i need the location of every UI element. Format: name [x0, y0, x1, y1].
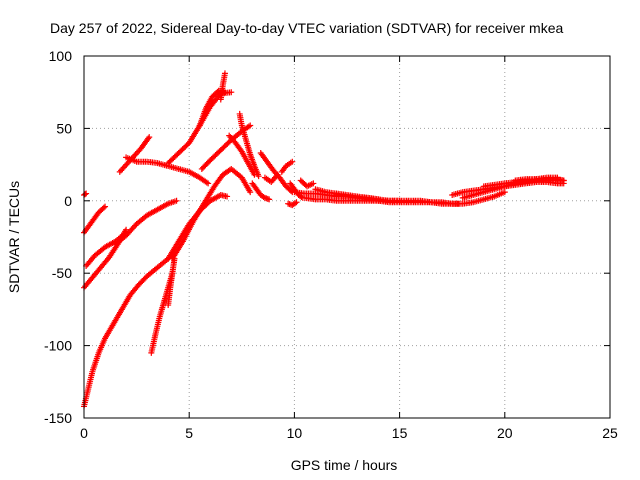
x-tick-label: 15: [392, 425, 408, 441]
series-arc-20: [261, 171, 281, 185]
data-point: [221, 70, 228, 77]
axis-ticks: 0 5 10 15 20 25 -150 -100 -50 0 50 100: [44, 48, 618, 441]
plot-frame: [83, 55, 611, 419]
series-arc-33: [297, 177, 317, 190]
data-point: [266, 196, 273, 203]
y-tick-label: 50: [56, 120, 72, 136]
series-arc-14: [165, 192, 231, 262]
data-point: [146, 134, 153, 141]
data-point: [205, 180, 212, 187]
series-arc-18: [257, 150, 296, 196]
data-point: [82, 191, 89, 198]
y-axis-title: SDTVAR / TECUs: [6, 181, 22, 293]
data-point: [247, 122, 254, 129]
data-point: [255, 173, 262, 180]
data-point: [100, 204, 107, 211]
data-point: [310, 180, 317, 187]
data-points: [81, 70, 567, 410]
x-tick-label: 0: [80, 425, 88, 441]
x-tick-label: 10: [287, 425, 303, 441]
y-tick-label: -50: [52, 265, 72, 281]
series-arc-13: [169, 165, 254, 262]
x-tick-label: 20: [497, 425, 513, 441]
series-arc-9: [123, 154, 212, 187]
data-point: [560, 177, 567, 184]
data-point: [102, 203, 109, 210]
data-point: [554, 174, 561, 181]
chart-title: Day 257 of 2022, Sidereal Day-to-day VTE…: [50, 20, 563, 36]
data-point: [123, 226, 130, 233]
series-arc-17: [226, 132, 258, 178]
series-arc-32: [285, 199, 300, 209]
data-point: [247, 189, 254, 196]
data-point: [289, 158, 296, 165]
data-point: [251, 171, 258, 178]
series-arc-1: [81, 203, 109, 236]
x-tick-label: 25: [602, 425, 618, 441]
data-point: [274, 171, 281, 178]
series-arc-16: [236, 110, 262, 180]
data-point: [228, 89, 235, 96]
series-arc-5: [112, 197, 180, 248]
series-arc-30: [512, 174, 561, 184]
series-arc-21: [249, 180, 273, 203]
series-arc-31: [81, 190, 90, 199]
series-arc-15: [198, 122, 254, 172]
y-tick-label: -100: [44, 338, 72, 354]
y-tick-label: -150: [44, 410, 72, 426]
x-tick-label: 5: [185, 425, 193, 441]
data-point: [173, 197, 180, 204]
series-arc-19: [278, 158, 296, 175]
x-axis-title: GPS time / hours: [291, 457, 398, 473]
data-point: [293, 199, 300, 206]
y-tick-label: 0: [64, 193, 72, 209]
series-arc-26: [333, 192, 403, 204]
y-tick-label: 100: [49, 48, 73, 64]
grid-lines: [84, 56, 610, 418]
data-point: [501, 189, 508, 196]
series-arc-3: [81, 226, 130, 291]
series-arc-6: [116, 134, 153, 175]
data-point: [224, 193, 231, 200]
series-arc-12: [217, 70, 228, 103]
data-point: [396, 197, 403, 204]
